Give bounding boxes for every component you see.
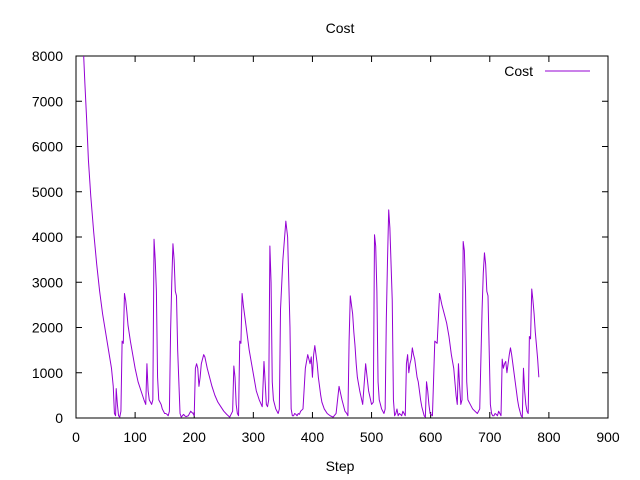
x-tick-label: 200 [183,429,207,445]
plot-frame [75,55,609,419]
y-tick-label: 7000 [32,93,63,109]
y-tick-label: 2000 [32,320,63,336]
x-tick-label: 100 [123,429,147,445]
series-line-cost [83,55,540,418]
x-tick-label: 700 [478,429,502,445]
x-tick-label: 0 [72,429,80,445]
y-tick-label: 5000 [32,184,63,200]
y-tick-label: 8000 [32,48,63,64]
legend-label-cost: Cost [504,63,533,79]
x-tick-label: 900 [596,429,620,445]
y-tick-labels: 0 1000 2000 3000 4000 5000 6000 7000 8000 [32,48,63,426]
x-tick-label: 400 [301,429,325,445]
axis-ticks [75,55,609,419]
y-tick-label: 4000 [32,229,63,245]
x-tick-label: 500 [360,429,384,445]
x-axis-label: Step [326,458,355,474]
y-tick-label: 1000 [32,365,63,381]
y-tick-label: 3000 [32,274,63,290]
chart-title: Cost [326,20,355,36]
y-tick-label: 6000 [32,139,63,155]
x-tick-label: 600 [419,429,443,445]
x-tick-label: 800 [537,429,561,445]
legend: Cost [504,63,590,79]
x-tick-label: 300 [242,429,266,445]
x-tick-labels: 0 100 200 300 400 500 600 700 800 900 [72,429,620,445]
y-tick-label: 0 [55,410,63,426]
